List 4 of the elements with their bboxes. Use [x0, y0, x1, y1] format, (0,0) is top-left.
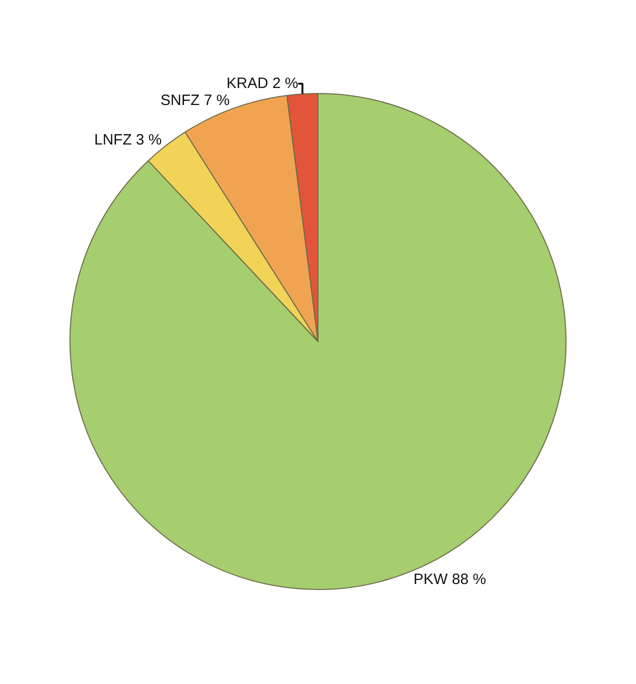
slice-label: KRAD 2 %	[226, 75, 298, 92]
slice-label: SNFZ 7 %	[160, 92, 230, 110]
slice-label: LNFZ 3 %	[94, 132, 162, 149]
slice-label: PKW 88 %	[414, 570, 486, 588]
